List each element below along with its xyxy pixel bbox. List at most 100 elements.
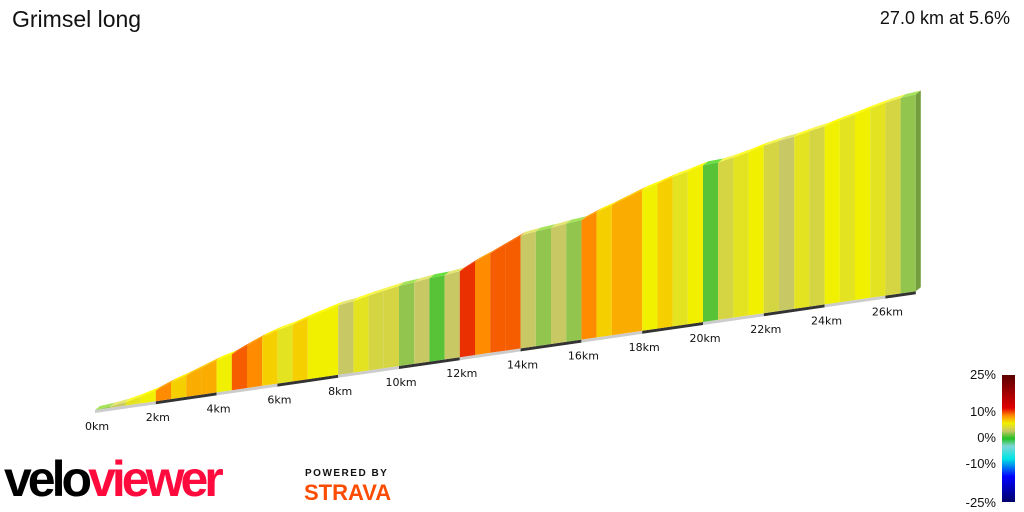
profile-segment xyxy=(885,98,901,296)
profile-segment xyxy=(794,131,810,309)
profile-segment-top xyxy=(125,392,146,403)
profile-segment-top xyxy=(611,193,632,206)
profile-segment xyxy=(110,402,126,408)
profile-segment xyxy=(779,136,795,311)
legend-label-0: 0% xyxy=(977,430,996,445)
profile-segment-top xyxy=(338,297,359,306)
veloviewer-logo: veloviewer xyxy=(4,454,224,504)
profile-segment-top xyxy=(794,127,815,137)
profile-segment xyxy=(262,330,278,386)
profile-segment-top xyxy=(885,94,906,103)
profile-segment xyxy=(657,177,673,329)
profile-segment xyxy=(444,271,460,360)
route-summary: 27.0 km at 5.6% xyxy=(879,8,1010,28)
profile-segment-top xyxy=(383,282,404,291)
profile-segment xyxy=(231,345,247,391)
x-tick-label: 22km xyxy=(750,323,781,336)
profile-segment xyxy=(171,375,187,399)
ground-strip-segment xyxy=(703,313,764,325)
profile-segment xyxy=(414,278,430,364)
profile-segment-top xyxy=(900,90,921,99)
profile-segment xyxy=(520,231,536,349)
ground-strip-segment xyxy=(885,291,916,299)
profile-segment xyxy=(505,235,521,351)
ground-strip-segment xyxy=(763,304,825,317)
strava-logo: STRAVA xyxy=(304,480,392,505)
profile-segment-top xyxy=(459,257,480,272)
profile-segment-top xyxy=(809,122,830,132)
profile-segment xyxy=(581,212,597,340)
profile-segment-top xyxy=(657,173,678,184)
profile-segment xyxy=(627,190,643,333)
profile-segment xyxy=(566,220,582,342)
profile-segment xyxy=(763,141,779,314)
x-tick-label: 2km xyxy=(146,411,170,424)
legend-label-minus10: -10% xyxy=(965,456,996,471)
ground-strip-segment xyxy=(824,295,886,308)
profile-segment-top xyxy=(368,286,389,296)
profile-segment xyxy=(551,223,567,344)
profile-segment-top xyxy=(779,132,800,141)
x-tick-label: 6km xyxy=(267,394,291,407)
profile-segment xyxy=(353,295,369,373)
ground-strip-segment xyxy=(459,348,521,361)
x-tick-label: 24km xyxy=(811,314,842,327)
profile-segment xyxy=(125,396,141,406)
profile-segment xyxy=(703,162,719,322)
profile-segment-top xyxy=(307,307,328,318)
profile-segment-top xyxy=(292,313,313,325)
profile-segment xyxy=(490,244,506,353)
x-tick-label: 16km xyxy=(568,350,599,363)
profile-segment xyxy=(383,286,399,369)
profile-segment xyxy=(399,282,415,366)
profile-segment xyxy=(307,311,323,380)
profile-segment xyxy=(611,197,627,336)
x-tick-label: 8km xyxy=(328,385,352,398)
profile-segment-top xyxy=(277,320,298,331)
profile-segment-top xyxy=(171,371,192,383)
profile-segment-top xyxy=(824,116,845,127)
profile-segment xyxy=(155,382,171,402)
ground-strip-segment xyxy=(338,366,399,378)
profile-segment xyxy=(642,183,658,331)
x-tick-label: 4km xyxy=(207,402,231,415)
profile-segment-top xyxy=(262,326,283,338)
profile-segment-top xyxy=(95,402,116,410)
profile-segment-top xyxy=(566,216,587,224)
profile-segment xyxy=(596,205,612,338)
profile-segment xyxy=(733,152,749,318)
legend-label-10: 10% xyxy=(969,404,996,419)
profile-segment-top xyxy=(490,240,511,254)
profile-end-face xyxy=(915,90,921,292)
x-tick-label: 20km xyxy=(689,332,720,345)
profile-segment xyxy=(855,108,871,300)
profile-segment-top xyxy=(733,148,754,158)
x-tick-label: 0km xyxy=(85,420,109,433)
profile-segment xyxy=(870,102,886,298)
profile-segment-top xyxy=(581,208,602,221)
profile-segment xyxy=(292,317,308,382)
profile-segment-top xyxy=(672,167,693,178)
profile-segment-top xyxy=(110,398,131,407)
powered-by-label: POWERED BY xyxy=(305,468,389,479)
profile-segment xyxy=(824,120,840,305)
profile-segment-top xyxy=(748,141,769,153)
profile-segment-top xyxy=(870,98,891,109)
profile-segment xyxy=(338,301,354,375)
profile-segment-top xyxy=(596,201,617,213)
profile-segment xyxy=(247,337,263,388)
x-tick-label: 14km xyxy=(507,358,538,371)
profile-segment-top xyxy=(839,110,860,121)
profile-segment-top xyxy=(855,104,876,115)
profile-segment xyxy=(186,367,202,397)
profile-segment-top xyxy=(429,271,450,279)
x-tick-label: 26km xyxy=(872,306,903,319)
profile-segment xyxy=(535,228,551,347)
gradient-color-scale xyxy=(1002,375,1015,502)
profile-segment xyxy=(429,275,445,362)
profile-segment xyxy=(687,165,703,325)
profile-segment-top xyxy=(231,341,252,355)
profile-segment-top xyxy=(247,333,268,346)
ground-strip-segment xyxy=(642,322,703,334)
